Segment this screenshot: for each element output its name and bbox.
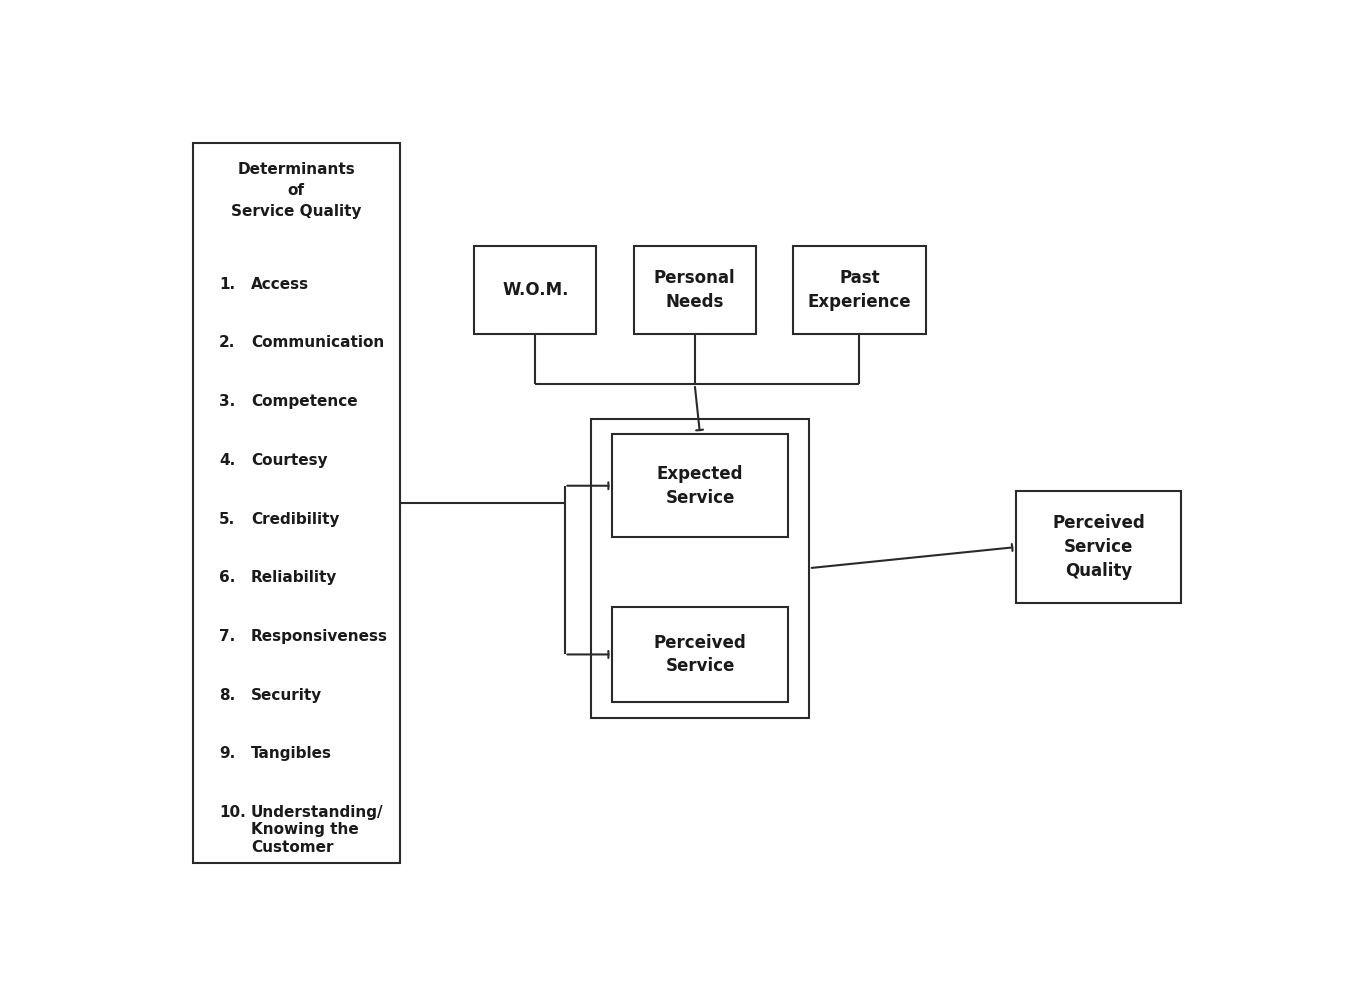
Bar [613, 434, 787, 538]
Bar [633, 246, 755, 335]
Text: Past
Experience: Past Experience [808, 269, 912, 311]
Text: 3.: 3. [219, 394, 236, 409]
Text: Courtesy: Courtesy [251, 453, 328, 468]
Bar [613, 607, 787, 702]
Text: Understanding/
Knowing the
Customer: Understanding/ Knowing the Customer [251, 805, 384, 855]
Text: 7.: 7. [219, 628, 236, 643]
Text: Access: Access [251, 277, 310, 292]
Text: 9.: 9. [219, 746, 236, 761]
Text: 8.: 8. [219, 687, 236, 702]
Text: Determinants
of
Service Quality: Determinants of Service Quality [230, 161, 362, 219]
Bar [1016, 491, 1180, 603]
Text: Perceived
Service
Quality: Perceived Service Quality [1052, 515, 1145, 580]
Text: Responsiveness: Responsiveness [251, 628, 388, 643]
Text: Tangibles: Tangibles [251, 746, 332, 761]
Text: 4.: 4. [219, 453, 236, 468]
Text: Competence: Competence [251, 394, 358, 409]
Bar [192, 142, 400, 864]
Bar [591, 418, 809, 718]
Text: 6.: 6. [219, 570, 236, 586]
Text: Reliability: Reliability [251, 570, 337, 586]
Text: Communication: Communication [251, 336, 384, 351]
Bar [792, 246, 925, 335]
Text: 2.: 2. [219, 336, 236, 351]
Text: Personal
Needs: Personal Needs [654, 269, 735, 311]
Bar [474, 246, 596, 335]
Text: W.O.M.: W.O.M. [502, 281, 569, 299]
Text: Credibility: Credibility [251, 512, 340, 527]
Text: 5.: 5. [219, 512, 236, 527]
Text: Security: Security [251, 687, 322, 702]
Text: Perceived
Service: Perceived Service [654, 633, 746, 675]
Text: 10.: 10. [219, 805, 245, 820]
Text: Expected
Service: Expected Service [657, 465, 743, 507]
Text: 1.: 1. [219, 277, 236, 292]
